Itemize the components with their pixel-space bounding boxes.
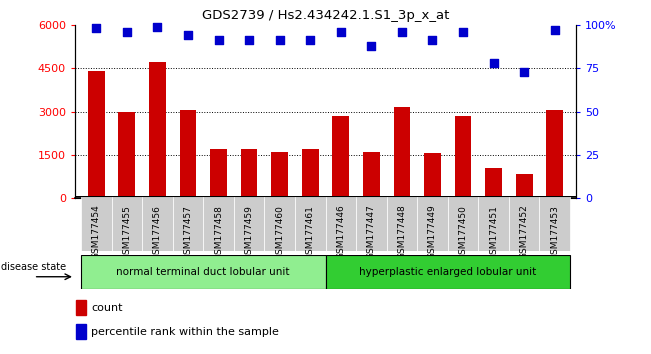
Point bbox=[244, 38, 255, 43]
Bar bbox=[118, 112, 135, 198]
Bar bbox=[203, 196, 234, 251]
Bar bbox=[363, 152, 380, 198]
Text: GSM177455: GSM177455 bbox=[122, 205, 132, 259]
Bar bbox=[111, 196, 142, 251]
Text: normal terminal duct lobular unit: normal terminal duct lobular unit bbox=[117, 267, 290, 277]
Point bbox=[366, 43, 376, 48]
Bar bbox=[173, 196, 203, 251]
Point bbox=[214, 38, 224, 43]
Text: GSM177449: GSM177449 bbox=[428, 205, 437, 259]
Text: hyperplastic enlarged lobular unit: hyperplastic enlarged lobular unit bbox=[359, 267, 536, 277]
Text: percentile rank within the sample: percentile rank within the sample bbox=[91, 327, 279, 337]
Text: GSM177457: GSM177457 bbox=[184, 205, 193, 259]
Bar bbox=[448, 196, 478, 251]
Point bbox=[488, 60, 499, 66]
Bar bbox=[241, 149, 258, 198]
Point bbox=[519, 69, 529, 74]
Bar bbox=[387, 196, 417, 251]
Bar bbox=[88, 71, 105, 198]
Bar bbox=[546, 110, 563, 198]
Text: GSM177458: GSM177458 bbox=[214, 205, 223, 259]
Bar bbox=[149, 62, 166, 198]
Bar bbox=[234, 196, 264, 251]
Bar bbox=[76, 324, 86, 339]
Bar bbox=[264, 196, 295, 251]
Bar bbox=[271, 152, 288, 198]
Point bbox=[152, 24, 163, 29]
Bar bbox=[417, 196, 448, 251]
Bar bbox=[454, 116, 471, 198]
Bar bbox=[356, 196, 387, 251]
Text: GSM177460: GSM177460 bbox=[275, 205, 284, 259]
Bar bbox=[424, 153, 441, 198]
Bar bbox=[76, 301, 86, 315]
Point bbox=[427, 38, 437, 43]
Bar bbox=[326, 255, 570, 289]
Text: GSM177446: GSM177446 bbox=[337, 205, 345, 259]
Text: GSM177459: GSM177459 bbox=[245, 205, 254, 259]
Bar bbox=[509, 196, 540, 251]
Bar bbox=[180, 110, 197, 198]
Bar bbox=[302, 149, 318, 198]
Bar bbox=[540, 196, 570, 251]
Point bbox=[335, 29, 346, 35]
Point bbox=[396, 29, 407, 35]
Bar bbox=[516, 174, 533, 198]
Text: GSM177450: GSM177450 bbox=[458, 205, 467, 259]
Point bbox=[549, 27, 560, 33]
Text: GSM177454: GSM177454 bbox=[92, 205, 101, 259]
Bar bbox=[485, 168, 502, 198]
Point bbox=[122, 29, 132, 35]
Text: GSM177447: GSM177447 bbox=[367, 205, 376, 259]
Bar bbox=[333, 116, 349, 198]
Point bbox=[275, 38, 285, 43]
Text: GSM177448: GSM177448 bbox=[397, 205, 406, 259]
Bar bbox=[326, 196, 356, 251]
Point bbox=[183, 32, 193, 38]
Point bbox=[458, 29, 468, 35]
Point bbox=[91, 25, 102, 31]
Text: GSM177453: GSM177453 bbox=[550, 205, 559, 259]
Bar bbox=[478, 196, 509, 251]
Bar bbox=[81, 196, 111, 251]
Text: GSM177451: GSM177451 bbox=[489, 205, 498, 259]
Text: GSM177456: GSM177456 bbox=[153, 205, 162, 259]
Text: GSM177461: GSM177461 bbox=[306, 205, 314, 259]
Title: GDS2739 / Hs2.434242.1.S1_3p_x_at: GDS2739 / Hs2.434242.1.S1_3p_x_at bbox=[202, 9, 449, 22]
Bar bbox=[81, 255, 326, 289]
Point bbox=[305, 38, 316, 43]
Bar bbox=[142, 196, 173, 251]
Text: GSM177452: GSM177452 bbox=[519, 205, 529, 259]
Bar bbox=[295, 196, 326, 251]
Text: disease state: disease state bbox=[1, 262, 66, 272]
Bar bbox=[393, 107, 410, 198]
Bar bbox=[210, 149, 227, 198]
Text: count: count bbox=[91, 303, 123, 313]
